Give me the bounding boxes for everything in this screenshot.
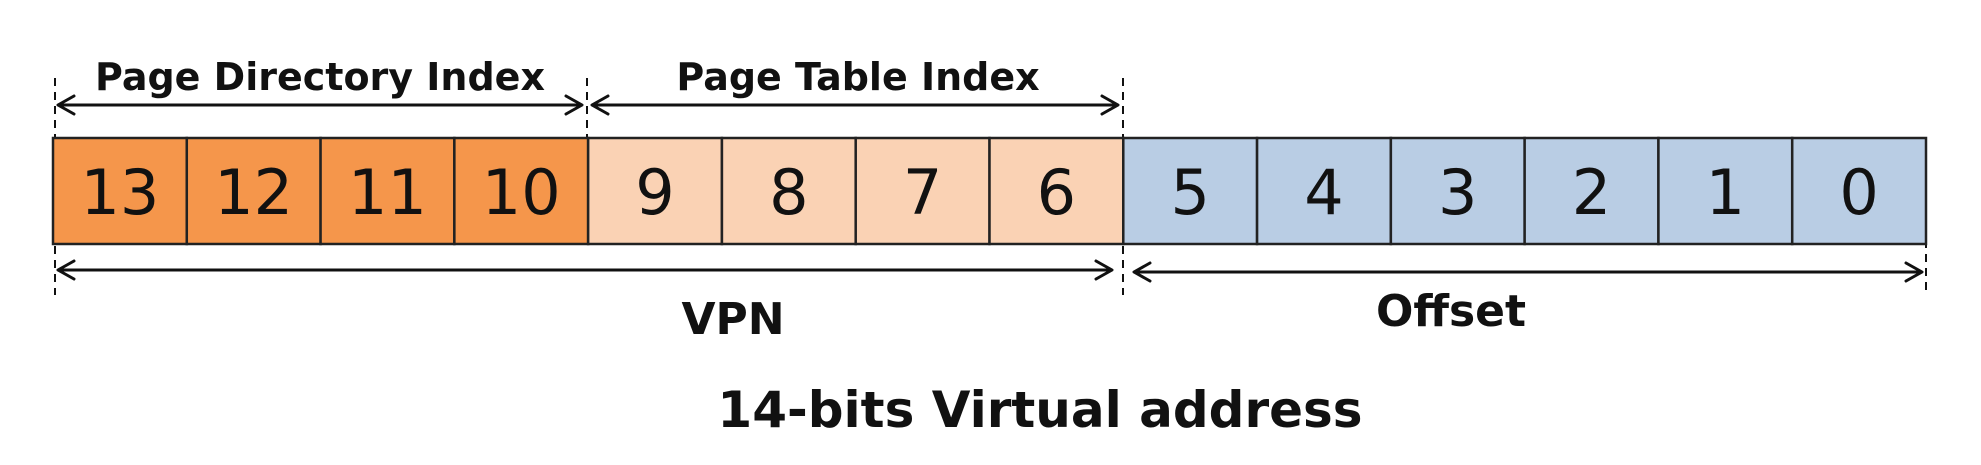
- bit-label-3: 3: [1438, 156, 1477, 229]
- bit-cell-4: [1255, 136, 1393, 246]
- bit-label-10: 10: [482, 156, 561, 229]
- diagram-caption: 14-bits Virtual address: [717, 381, 1362, 439]
- bit-label-11: 11: [348, 156, 427, 229]
- page-table-index-label: Page Table Index: [676, 55, 1039, 99]
- bit-cell-0: [1790, 136, 1928, 246]
- bit-label-6: 6: [1037, 156, 1076, 229]
- bit-label-0: 0: [1839, 156, 1878, 229]
- bit-cell-6: [988, 136, 1125, 246]
- page-directory-index-label: Page Directory Index: [95, 55, 545, 99]
- offset-arrow: [1132, 261, 1924, 283]
- bit-label-4: 4: [1304, 156, 1343, 229]
- bit-cells: 13 12 11 10 9 8 7 6 5 4 3 2 1 0: [51, 136, 1928, 246]
- bit-label-5: 5: [1170, 156, 1209, 229]
- bit-cell-7: [854, 136, 991, 246]
- vpn-label: VPN: [681, 294, 784, 345]
- bit-label-13: 13: [80, 156, 159, 229]
- offset-label: Offset: [1376, 286, 1526, 337]
- bit-cell-2: [1523, 136, 1660, 246]
- bit-cell-1: [1657, 136, 1794, 246]
- bit-label-7: 7: [903, 156, 942, 229]
- bit-label-9: 9: [635, 156, 674, 229]
- vpn-arrow: [56, 259, 1114, 281]
- bit-label-2: 2: [1572, 156, 1611, 229]
- bit-label-12: 12: [214, 156, 293, 229]
- page-directory-index-arrow: [56, 94, 584, 116]
- bit-cell-12: [185, 136, 322, 246]
- bit-label-8: 8: [769, 156, 808, 229]
- page-table-index-arrow: [590, 94, 1120, 116]
- bit-label-1: 1: [1706, 156, 1745, 229]
- bit-cell-3: [1389, 136, 1526, 246]
- bit-cell-9: [586, 136, 724, 246]
- bit-cell-11: [319, 136, 456, 246]
- bit-cell-8: [720, 136, 857, 246]
